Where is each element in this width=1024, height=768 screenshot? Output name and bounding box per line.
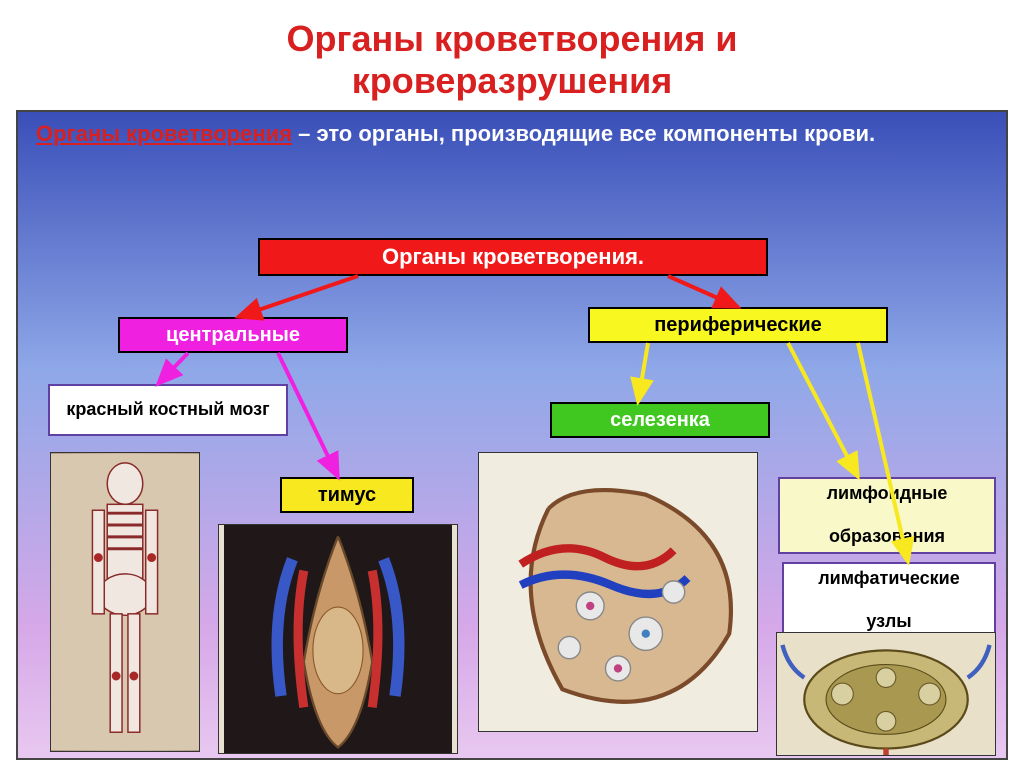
box-lymphoid-label1: лимфоидные [827, 483, 948, 505]
box-lymphoid: лимфоидные образования [778, 477, 996, 554]
box-central: центральные [118, 317, 348, 353]
box-spleen-label: селезенка [610, 408, 710, 432]
title-line-2: кроверазрушения [352, 60, 672, 101]
title-line-1: Органы кроветворения и [286, 18, 737, 59]
box-spleen: селезенка [550, 402, 770, 438]
definition-term: Органы кроветворения [36, 121, 292, 146]
box-thymus-label: тимус [318, 483, 376, 507]
box-bone-marrow-label: красный костный мозг [66, 399, 269, 421]
box-peripheral: периферические [588, 307, 888, 343]
box-lymph-nodes-label1: лимфатические [818, 568, 960, 590]
box-root-label: Органы кроветворения. [382, 244, 644, 270]
image-skeleton [50, 452, 200, 752]
image-thymus [218, 524, 458, 754]
slide-title: Органы кроветворения и кроверазрушения [0, 0, 1024, 110]
box-central-label: центральные [166, 323, 300, 347]
definition-rest: это органы, производящие все компоненты … [316, 121, 875, 146]
box-peripheral-label: периферические [654, 313, 822, 337]
box-root: Органы кроветворения. [258, 238, 768, 276]
box-lymphoid-label2: образования [829, 526, 945, 548]
image-spleen [478, 452, 758, 732]
box-lymph-nodes: лимфатические узлы [782, 562, 996, 639]
diagram-frame: Органы кроветворения – это органы, произ… [16, 110, 1008, 760]
box-thymus: тимус [280, 477, 414, 513]
image-lymph-node [776, 632, 996, 756]
definition-text: Органы кроветворения – это органы, произ… [18, 112, 1006, 150]
definition-dash: – [292, 121, 316, 146]
box-lymph-nodes-label2: узлы [866, 611, 911, 633]
box-bone-marrow: красный костный мозг [48, 384, 288, 436]
